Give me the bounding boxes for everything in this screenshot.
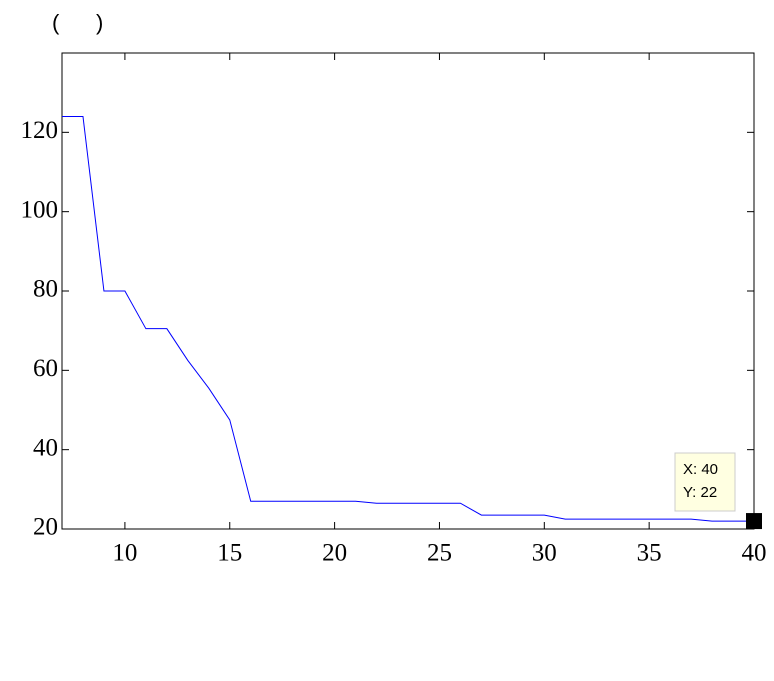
x-tick-label: 20 [322, 540, 347, 567]
x-tick-label: 35 [637, 540, 662, 567]
y-tick-label: 20 [33, 514, 58, 541]
y-tick-label: 60 [33, 355, 58, 382]
y-tick-label: 100 [21, 196, 59, 223]
y-tick-label: 80 [33, 276, 58, 303]
data-tip-text: X: 40 [683, 461, 718, 478]
x-tick-label: 15 [217, 540, 242, 567]
chart-title: ( ) [52, 10, 103, 35]
chart: ( ) 10 15 20 25 30 35 40 20 40 60 80 100 120 X: 40 Y: … [0, 0, 774, 681]
x-tick-label: 10 [112, 540, 137, 567]
y-tick-label: 40 [33, 434, 58, 461]
x-tick-label: 30 [532, 540, 557, 567]
line [62, 116, 754, 521]
axes-box [62, 53, 754, 529]
x-tick-label: 40 [742, 540, 767, 567]
data-tip-text: Y: 22 [683, 484, 717, 501]
y-tick-label: 120 [21, 117, 59, 144]
data-tip-marker [746, 513, 762, 529]
x-tick-label: 25 [427, 540, 452, 567]
